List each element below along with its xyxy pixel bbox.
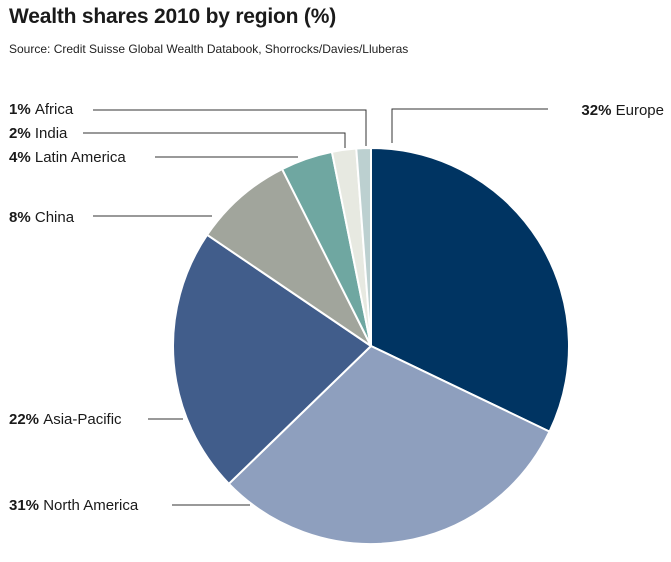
pie-slice-china bbox=[206, 168, 372, 347]
pie-slice-africa bbox=[355, 147, 372, 347]
slice-percent: 8% bbox=[9, 209, 31, 226]
slice-labels: 32% Europe 31% North America 22% Asia-Paci… bbox=[9, 101, 664, 514]
slice-name: Europe bbox=[611, 102, 664, 119]
leader-lines bbox=[83, 108, 548, 506]
slice-label-asia-pacific: 22% Asia-Pacific bbox=[9, 411, 122, 428]
leader-line-europe bbox=[391, 108, 548, 143]
pie-slice-europe bbox=[370, 147, 570, 433]
slice-name: North America bbox=[39, 497, 139, 514]
slice-label-africa: 1% Africa bbox=[9, 101, 74, 118]
slice-label-india: 2% India bbox=[9, 125, 68, 142]
slice-name: Latin America bbox=[31, 149, 127, 166]
pie-slices bbox=[172, 147, 570, 545]
slice-name: China bbox=[31, 209, 75, 226]
slice-percent: 32% bbox=[581, 102, 611, 119]
pie-slice-asia-pacific bbox=[172, 233, 372, 485]
slice-label-europe: 32% Europe bbox=[581, 102, 664, 119]
slice-percent: 1% bbox=[9, 101, 31, 118]
slice-name: Asia-Pacific bbox=[39, 411, 122, 428]
pie-slice-north-america bbox=[227, 345, 551, 545]
slice-percent: 22% bbox=[9, 411, 39, 428]
slice-label-latin-america: 4% Latin America bbox=[9, 149, 126, 166]
slice-label-north-america: 31% North America bbox=[9, 497, 139, 514]
slice-label-china: 8% China bbox=[9, 209, 75, 226]
slice-name: Africa bbox=[31, 101, 74, 118]
chart-source: Source: Credit Suisse Global Wealth Data… bbox=[9, 42, 409, 56]
leader-line-india bbox=[83, 132, 346, 148]
slice-percent: 4% bbox=[9, 149, 31, 166]
chart-title: Wealth shares 2010 by region (%) bbox=[9, 5, 336, 28]
slice-percent: 2% bbox=[9, 125, 31, 142]
slice-percent: 31% bbox=[9, 497, 39, 514]
slice-name: India bbox=[31, 125, 68, 142]
leader-line-africa bbox=[93, 109, 367, 146]
